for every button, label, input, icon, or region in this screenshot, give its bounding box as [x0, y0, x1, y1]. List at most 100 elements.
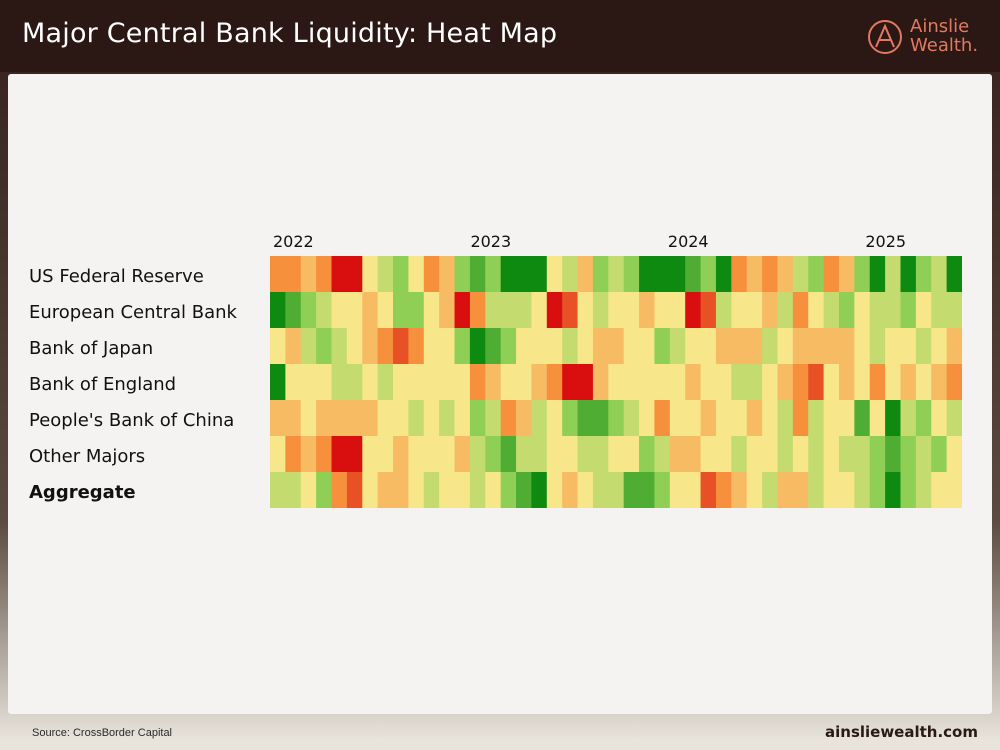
heatmap-cell: [439, 256, 456, 293]
heatmap-cell: [316, 328, 333, 365]
heatmap-cell: [485, 256, 502, 293]
heatmap-cell: [700, 256, 717, 293]
heatmap-cell: [577, 328, 594, 365]
heatmap-cell: [516, 436, 533, 473]
heatmap-cell: [669, 436, 686, 473]
heatmap-cell: [762, 328, 779, 365]
heatmap-cell: [715, 400, 732, 437]
header-bar: Major Central Bank Liquidity: Heat Map A…: [0, 0, 1000, 72]
heatmap-cell: [715, 328, 732, 365]
heatmap-cell: [700, 364, 717, 401]
heatmap-cell: [469, 328, 486, 365]
heatmap-cell: [423, 256, 440, 293]
heatmap-cell: [408, 328, 425, 365]
heatmap-cell: [270, 256, 286, 293]
heatmap-cell: [346, 400, 363, 437]
heatmap-cell: [485, 400, 502, 437]
heatmap-cell: [439, 364, 456, 401]
heatmap-cell: [623, 400, 640, 437]
heatmap-cell: [654, 400, 671, 437]
heatmap-cell: [331, 436, 348, 473]
heatmap-cell: [362, 256, 379, 293]
heatmap-cell: [531, 400, 548, 437]
row-label: People's Bank of China: [29, 410, 235, 431]
heatmap-cell: [715, 292, 732, 329]
logo-a-icon: [868, 20, 902, 54]
heatmap-cell: [270, 292, 286, 329]
heatmap-cell: [777, 472, 794, 508]
heatmap-cell: [885, 256, 902, 293]
heatmap-cell: [346, 472, 363, 508]
heatmap-cell: [469, 472, 486, 508]
heatmap-cell: [654, 364, 671, 401]
heatmap-cell: [285, 364, 302, 401]
heatmap-cell: [731, 364, 748, 401]
heatmap-cell: [685, 328, 702, 365]
heatmap-cell: [854, 256, 871, 293]
x-tick-label: 2023: [470, 232, 512, 251]
heatmap-cell: [423, 400, 440, 437]
heatmap-cell: [531, 364, 548, 401]
heatmap-cell: [316, 472, 333, 508]
heatmap-cell: [531, 436, 548, 473]
heatmap-cell: [608, 256, 625, 293]
heatmap-cell: [931, 436, 948, 473]
heatmap-cell: [608, 364, 625, 401]
heatmap-cell: [562, 328, 579, 365]
heatmap-cell: [669, 472, 686, 508]
heatmap-cell: [639, 472, 656, 508]
x-tick-label: 2025: [865, 232, 907, 251]
heatmap-cell: [592, 292, 609, 329]
heatmap-cell: [577, 256, 594, 293]
heatmap-cell: [685, 400, 702, 437]
row-label: Other Majors: [29, 446, 146, 467]
heatmap-cell: [531, 292, 548, 329]
heatmap-cell: [300, 292, 317, 329]
heatmap-cell: [423, 328, 440, 365]
heatmap-cell: [808, 472, 825, 508]
heatmap-cell: [516, 328, 533, 365]
website-link[interactable]: ainsliewealth.com: [825, 723, 978, 741]
heatmap-cell: [362, 328, 379, 365]
heatmap-cell: [854, 328, 871, 365]
heatmap-cell: [669, 256, 686, 293]
heatmap-cell: [346, 328, 363, 365]
heatmap-cell: [592, 256, 609, 293]
heatmap-cell: [823, 472, 840, 508]
heatmap-cell: [869, 328, 886, 365]
heatmap-cell: [316, 256, 333, 293]
heatmap-cell: [623, 292, 640, 329]
heatmap-cell: [854, 364, 871, 401]
heatmap-cell: [331, 364, 348, 401]
heatmap-cell: [808, 328, 825, 365]
heatmap-cell: [623, 256, 640, 293]
heatmap-cell: [592, 328, 609, 365]
heatmap-cell: [408, 436, 425, 473]
heatmap-cell: [608, 436, 625, 473]
heatmap-cell: [731, 256, 748, 293]
heatmap-cell: [316, 292, 333, 329]
heatmap-cell: [393, 256, 409, 293]
heatmap-cell: [285, 436, 302, 473]
heatmap-cell: [639, 400, 656, 437]
heatmap-cell: [777, 436, 794, 473]
heatmap-cell: [423, 292, 440, 329]
heatmap-cell: [393, 400, 409, 437]
heatmap-cell: [623, 436, 640, 473]
heatmap-cell: [500, 364, 517, 401]
heatmap-cell: [654, 328, 671, 365]
heatmap-cell: [562, 256, 579, 293]
heatmap-cell: [592, 436, 609, 473]
heatmap-cell: [500, 292, 517, 329]
heatmap-cell: [685, 472, 702, 508]
heatmap-cell: [900, 328, 917, 365]
heatmap-cell: [300, 400, 317, 437]
x-tick-label: 2022: [273, 232, 314, 251]
heatmap-cell: [377, 472, 394, 508]
heatmap-cell: [393, 472, 409, 508]
heatmap-cell: [500, 472, 517, 508]
heatmap-cell: [823, 364, 840, 401]
heatmap-cell: [454, 328, 471, 365]
heatmap-cell: [377, 364, 394, 401]
heatmap-cell: [362, 436, 379, 473]
